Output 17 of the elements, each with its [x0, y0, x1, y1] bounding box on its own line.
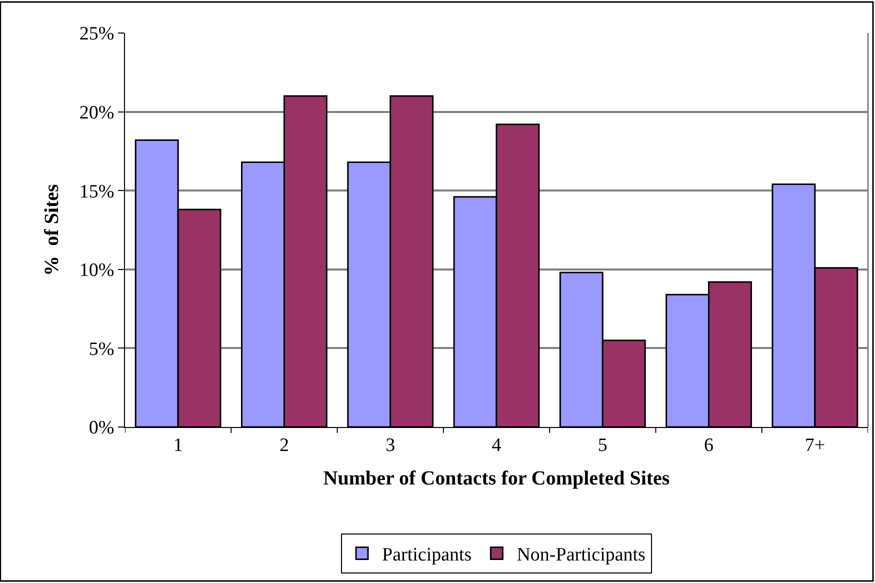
- y-tick-label: 5%: [88, 338, 114, 360]
- x-tick-label: 7+: [804, 434, 826, 456]
- x-tick-label: 4: [492, 434, 502, 456]
- y-tick-label: 10%: [79, 260, 114, 282]
- y-tick-label: 25%: [79, 24, 114, 45]
- y-tick-label: 0%: [88, 418, 114, 439]
- x-tick-label: 2: [279, 434, 289, 456]
- x-tick-label: 1: [173, 434, 183, 456]
- legend-label: Participants: [382, 544, 472, 566]
- y-tick-label: 20%: [79, 102, 114, 124]
- y-axis-title: % of Sites: [40, 184, 63, 276]
- legend-label: Non-Participants: [516, 544, 646, 566]
- x-tick-label: 3: [386, 434, 396, 456]
- x-tick-label: 5: [598, 434, 608, 456]
- y-tick-label: 15%: [79, 181, 114, 202]
- x-tick-label: 6: [704, 434, 714, 456]
- x-axis-title: Number of Contacts for Completed Sites: [323, 467, 670, 490]
